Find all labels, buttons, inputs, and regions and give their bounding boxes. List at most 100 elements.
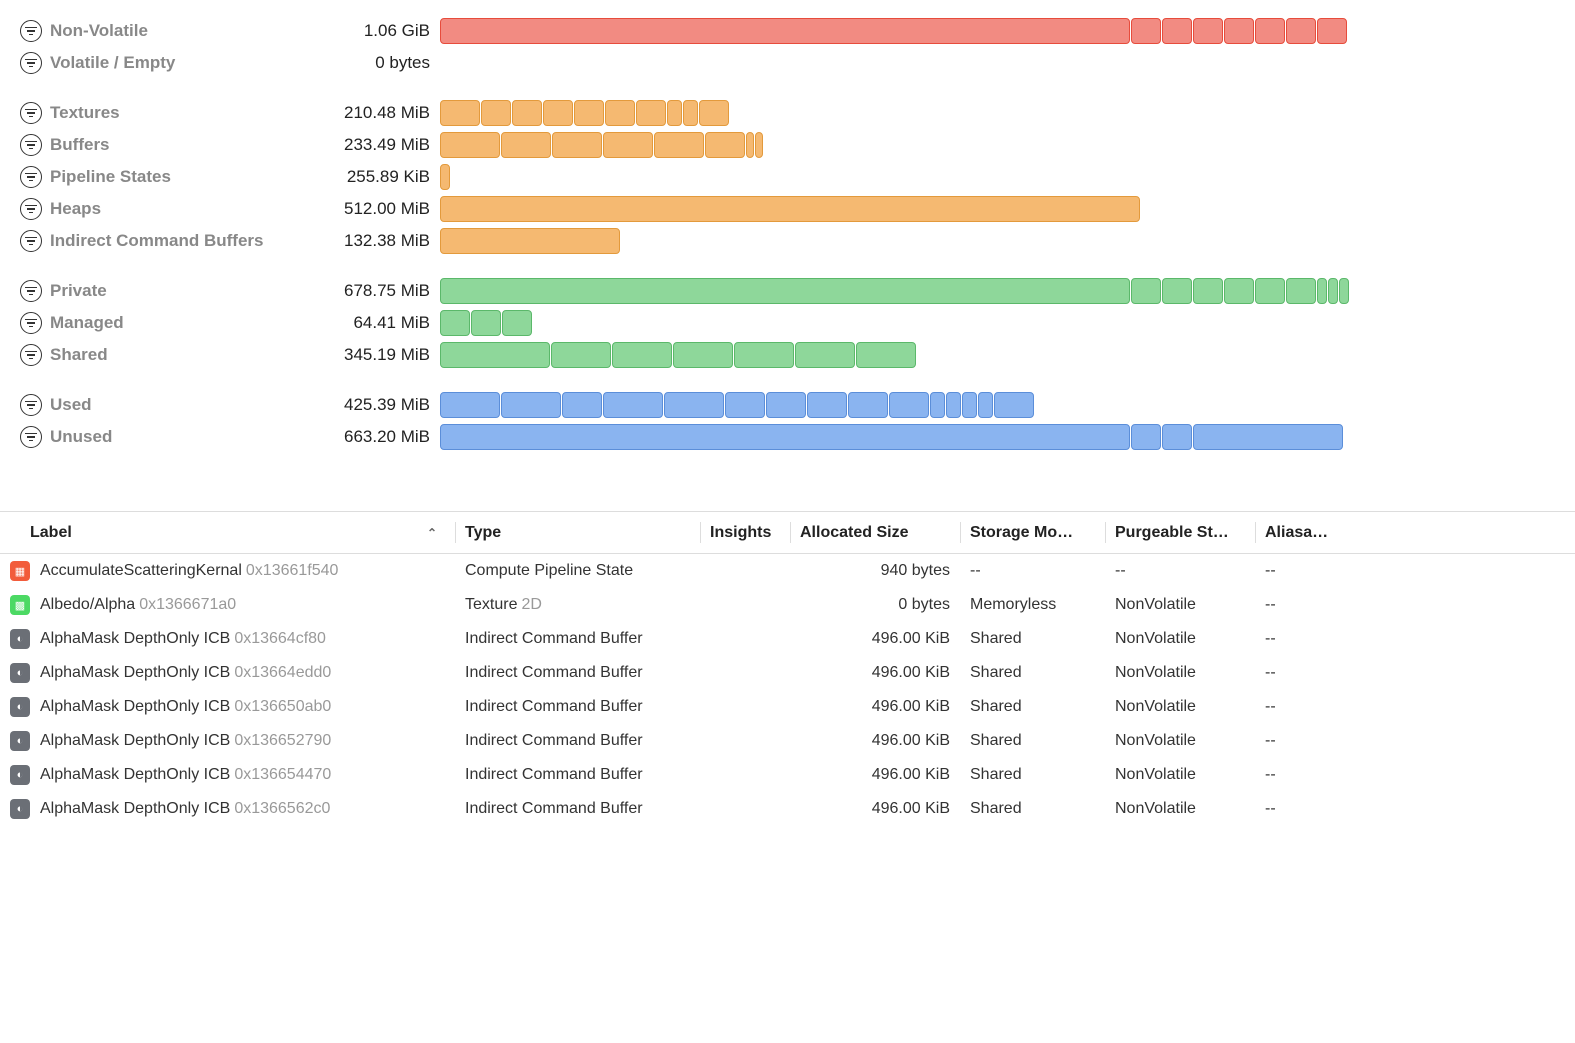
bar-segment[interactable]	[930, 392, 945, 418]
bar-segment[interactable]	[856, 342, 916, 368]
filter-icon[interactable]	[20, 344, 42, 366]
filter-icon[interactable]	[20, 280, 42, 302]
header-allocated-size[interactable]: Allocated Size	[790, 512, 960, 553]
table-row[interactable]: ◐ AlphaMask DepthOnly ICB 0x13664cf80 In…	[0, 622, 1575, 656]
bar-segment[interactable]	[1131, 278, 1161, 304]
bar-segment[interactable]	[1255, 278, 1285, 304]
bar-segment[interactable]	[889, 392, 929, 418]
bar-segment[interactable]	[551, 342, 611, 368]
bar-segment[interactable]	[636, 100, 666, 126]
bar-segment[interactable]	[1193, 278, 1223, 304]
bar-segment[interactable]	[705, 132, 745, 158]
filter-icon[interactable]	[20, 394, 42, 416]
bar-segment[interactable]	[1328, 278, 1338, 304]
bar-segment[interactable]	[1162, 424, 1192, 450]
bar-segment[interactable]	[501, 392, 561, 418]
bar-segment[interactable]	[440, 18, 1130, 44]
bar-container	[440, 50, 1555, 76]
bar-segment[interactable]	[605, 100, 635, 126]
bar-segment[interactable]	[807, 392, 847, 418]
bar-segment[interactable]	[673, 342, 733, 368]
bar-segment[interactable]	[440, 196, 1140, 222]
bar-segment[interactable]	[683, 100, 698, 126]
bar-segment[interactable]	[1339, 278, 1349, 304]
header-aliasable[interactable]: Aliasa…	[1255, 512, 1345, 553]
filter-icon[interactable]	[20, 102, 42, 124]
bar-segment[interactable]	[574, 100, 604, 126]
bar-segment[interactable]	[746, 132, 754, 158]
bar-segment[interactable]	[667, 100, 682, 126]
table-row[interactable]: ◐ AlphaMask DepthOnly ICB 0x136650ab0 In…	[0, 690, 1575, 724]
bar-segment[interactable]	[481, 100, 511, 126]
bar-segment[interactable]	[1286, 18, 1316, 44]
filter-icon[interactable]	[20, 426, 42, 448]
bar-segment[interactable]	[978, 392, 993, 418]
bar-segment[interactable]	[725, 392, 765, 418]
bar-segment[interactable]	[795, 342, 855, 368]
header-storage-mode[interactable]: Storage Mo…	[960, 512, 1105, 553]
bar-segment[interactable]	[440, 278, 1130, 304]
filter-icon[interactable]	[20, 198, 42, 220]
bar-segment[interactable]	[552, 132, 602, 158]
bar-segment[interactable]	[440, 164, 450, 190]
bar-segment[interactable]	[1224, 18, 1254, 44]
table-row[interactable]: ▩ Albedo/Alpha 0x1366671a0 Texture2D 0 b…	[0, 588, 1575, 622]
filter-icon[interactable]	[20, 166, 42, 188]
bar-segment[interactable]	[734, 342, 794, 368]
bar-segment[interactable]	[1317, 18, 1347, 44]
bar-segment[interactable]	[1193, 424, 1343, 450]
filter-icon[interactable]	[20, 230, 42, 252]
bar-segment[interactable]	[994, 392, 1034, 418]
header-insights[interactable]: Insights	[700, 512, 790, 553]
bar-segment[interactable]	[946, 392, 961, 418]
cell-aliasable: --	[1255, 562, 1345, 580]
cell-type: Indirect Command Buffer	[455, 800, 700, 818]
filter-icon[interactable]	[20, 134, 42, 156]
bar-segment[interactable]	[440, 392, 500, 418]
bar-segment[interactable]	[962, 392, 977, 418]
table-row[interactable]: ◐ AlphaMask DepthOnly ICB 0x136654470 In…	[0, 758, 1575, 792]
bar-segment[interactable]	[562, 392, 602, 418]
bar-segment[interactable]	[1131, 18, 1161, 44]
bar-segment[interactable]	[1317, 278, 1327, 304]
memory-category-row: Heaps 512.00 MiB	[20, 193, 1555, 225]
bar-segment[interactable]	[1162, 18, 1192, 44]
bar-segment[interactable]	[766, 392, 806, 418]
bar-segment[interactable]	[1224, 278, 1254, 304]
bar-segment[interactable]	[440, 342, 550, 368]
bar-segment[interactable]	[543, 100, 573, 126]
bar-segment[interactable]	[471, 310, 501, 336]
table-row[interactable]: ▦ AccumulateScatteringKernal 0x13661f540…	[0, 554, 1575, 588]
bar-segment[interactable]	[502, 310, 532, 336]
bar-segment[interactable]	[603, 132, 653, 158]
bar-segment[interactable]	[501, 132, 551, 158]
table-row[interactable]: ◐ AlphaMask DepthOnly ICB 0x1366562c0 In…	[0, 792, 1575, 826]
bar-segment[interactable]	[440, 424, 1130, 450]
bar-segment[interactable]	[612, 342, 672, 368]
bar-segment[interactable]	[440, 132, 500, 158]
bar-segment[interactable]	[1193, 18, 1223, 44]
table-row[interactable]: ◐ AlphaMask DepthOnly ICB 0x136652790 In…	[0, 724, 1575, 758]
bar-segment[interactable]	[512, 100, 542, 126]
header-label[interactable]: Label ⌃	[0, 512, 455, 553]
bar-segment[interactable]	[1131, 424, 1161, 450]
bar-segment[interactable]	[755, 132, 763, 158]
bar-segment[interactable]	[440, 100, 480, 126]
filter-icon[interactable]	[20, 20, 42, 42]
bar-segment[interactable]	[1162, 278, 1192, 304]
filter-icon[interactable]	[20, 312, 42, 334]
bar-segment[interactable]	[654, 132, 704, 158]
bar-segment[interactable]	[848, 392, 888, 418]
header-purgeable-state[interactable]: Purgeable St…	[1105, 512, 1255, 553]
bar-segment[interactable]	[664, 392, 724, 418]
filter-icon[interactable]	[20, 52, 42, 74]
bar-segment[interactable]	[1255, 18, 1285, 44]
bar-segment[interactable]	[699, 100, 729, 126]
bar-segment[interactable]	[603, 392, 663, 418]
bar-segment[interactable]	[440, 310, 470, 336]
bar-segment[interactable]	[1286, 278, 1316, 304]
header-type[interactable]: Type	[455, 512, 700, 553]
bar-segment[interactable]	[440, 228, 620, 254]
table-row[interactable]: ◐ AlphaMask DepthOnly ICB 0x13664edd0 In…	[0, 656, 1575, 690]
cell-purgeable-state: NonVolatile	[1105, 664, 1255, 682]
